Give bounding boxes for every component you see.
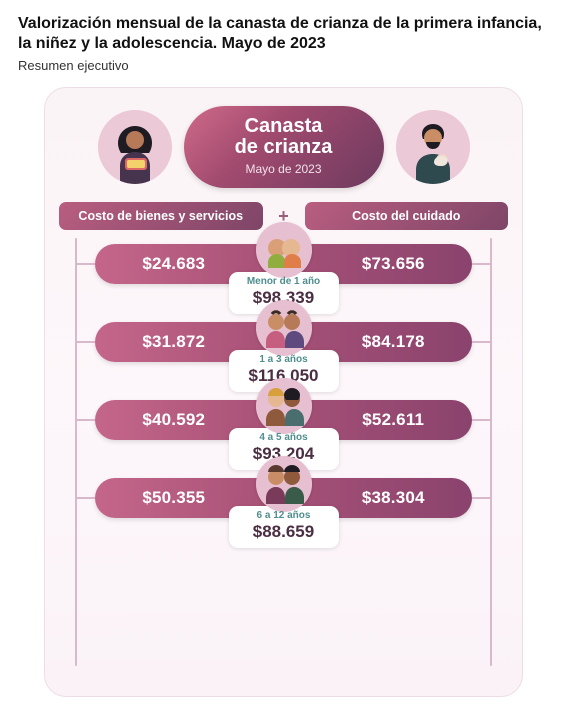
- document-title: Valorización mensual de la canasta de cr…: [18, 14, 549, 54]
- age-row: $50.355 $38.304: [59, 478, 508, 518]
- connector-nub: [472, 497, 492, 499]
- preschool-icon: [256, 378, 312, 434]
- connector-nub: [75, 263, 95, 265]
- document-subtitle: Resumen ejecutivo: [18, 58, 549, 73]
- page: Valorización mensual de la canasta de cr…: [0, 0, 567, 697]
- father-icon: [396, 110, 470, 184]
- main-pill: Canasta de crianza Mayo de 2023: [184, 106, 384, 188]
- age-badge: 6 a 12 años $88.659: [229, 456, 339, 548]
- mother-icon: [98, 110, 172, 184]
- age-row: $24.683 $73.656: [59, 244, 508, 284]
- age-label: 1 a 3 años: [237, 354, 331, 365]
- main-pill-line2: de crianza: [214, 137, 354, 158]
- age-label: 4 a 5 años: [237, 432, 331, 443]
- age-label: Menor de 1 año: [237, 276, 331, 287]
- connector-nub: [75, 341, 95, 343]
- connector-nub: [472, 263, 492, 265]
- badge-card: 6 a 12 años $88.659: [229, 506, 339, 548]
- connector-nub: [75, 497, 95, 499]
- toddler-icon: [256, 300, 312, 356]
- rows-container: $24.683 $73.656: [59, 244, 508, 518]
- child-icon: [256, 456, 312, 512]
- age-row: $31.872 $84.178: [59, 322, 508, 362]
- infographic-panel: Canasta de crianza Mayo de 2023 Costo de…: [44, 87, 523, 697]
- total-cost: $88.659: [237, 522, 331, 542]
- connector-nub: [472, 341, 492, 343]
- age-label: 6 a 12 años: [237, 510, 331, 521]
- connector-nub: [472, 419, 492, 421]
- infant-icon: [256, 222, 312, 278]
- main-pill-line1: Canasta: [214, 116, 354, 137]
- age-row: $40.592 $52.611: [59, 400, 508, 440]
- header-row: Canasta de crianza Mayo de 2023: [59, 106, 508, 188]
- connector-nub: [75, 419, 95, 421]
- main-pill-date: Mayo de 2023: [214, 162, 354, 176]
